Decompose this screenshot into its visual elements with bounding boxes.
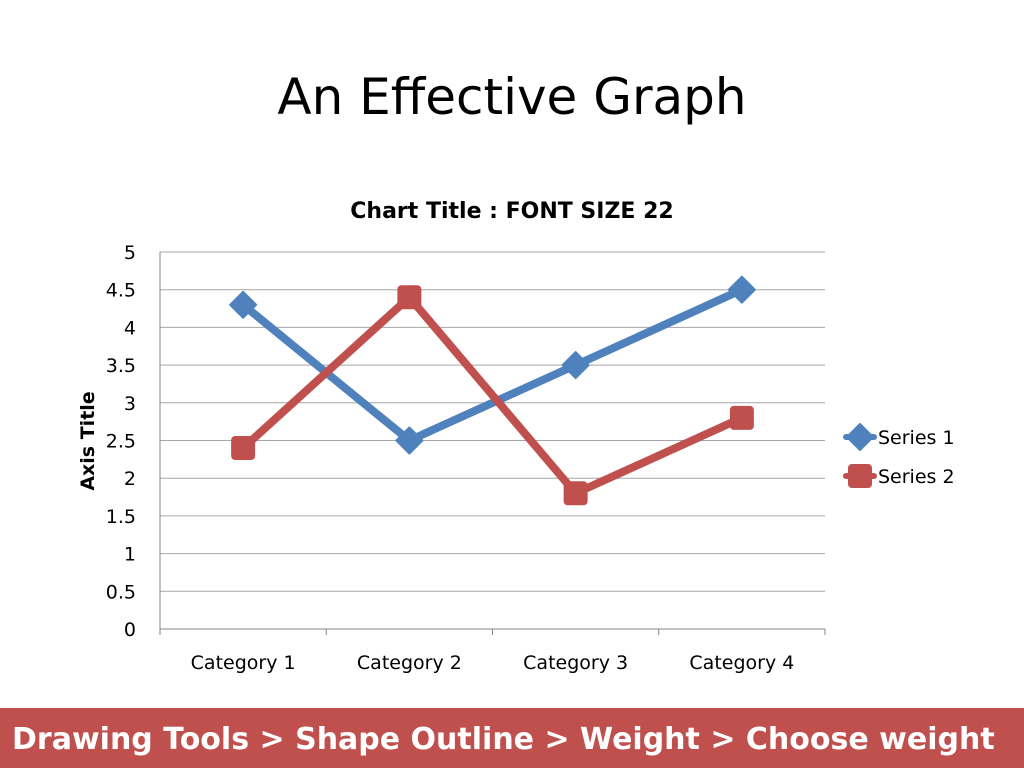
series-1-point — [561, 351, 590, 380]
y-axis-title: Axis Title — [77, 391, 99, 490]
y-tick-label: 0 — [124, 619, 136, 641]
series-2-point — [729, 405, 754, 430]
series-2-point — [231, 436, 256, 461]
series-2-point — [563, 481, 588, 506]
series-1-point — [229, 290, 258, 319]
line-chart: Chart Title : FONT SIZE 22 0 0.5 1 1.5 2 2.5 3 3… — [77, 199, 955, 674]
y-tick-label: 2.5 — [106, 431, 136, 453]
y-tick-label: 5 — [124, 242, 136, 264]
series-2-point — [397, 285, 422, 310]
legend-marker — [848, 464, 872, 488]
y-tick-label: 1 — [124, 544, 136, 566]
footer-text: Drawing Tools > Shape Outline > Weight >… — [12, 722, 995, 757]
series-2-line — [239, 293, 746, 498]
legend-marker — [846, 423, 874, 451]
y-tick-label: 3.5 — [106, 355, 136, 377]
slide-title: An Effective Graph — [277, 68, 747, 126]
y-tick-label: 1.5 — [106, 506, 136, 528]
x-tick-label: Category 3 — [523, 652, 628, 674]
legend-label: Series 1 — [878, 427, 955, 449]
x-tick-label: Category 4 — [689, 652, 794, 674]
y-tick-label: 4 — [124, 317, 136, 339]
y-tick-label: 2 — [124, 468, 136, 490]
y-tick-label: 0.5 — [106, 581, 136, 603]
footer-bar: Drawing Tools > Shape Outline > Weight >… — [0, 708, 1024, 768]
series-1-point — [395, 426, 424, 455]
legend-label: Series 2 — [878, 466, 955, 488]
series-1-point — [727, 275, 756, 304]
y-tick-label: 4.5 — [106, 280, 136, 302]
x-tick-label: Category 1 — [191, 652, 296, 674]
chart-title: Chart Title : FONT SIZE 22 — [350, 199, 673, 224]
x-tick-label: Category 2 — [357, 652, 462, 674]
y-tick-label: 3 — [124, 393, 136, 415]
